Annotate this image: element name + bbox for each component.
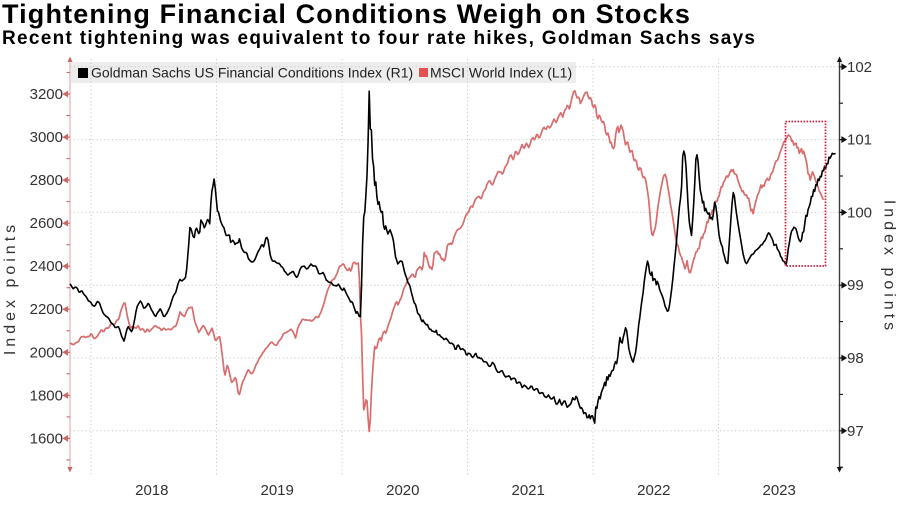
svg-text:2600: 2600 bbox=[30, 215, 63, 232]
svg-text:2200: 2200 bbox=[30, 301, 63, 318]
svg-text:3000: 3000 bbox=[30, 129, 63, 146]
svg-text:2020: 2020 bbox=[386, 482, 419, 499]
svg-text:2019: 2019 bbox=[261, 482, 294, 499]
svg-text:2000: 2000 bbox=[30, 344, 63, 361]
svg-text:2022: 2022 bbox=[637, 482, 670, 499]
svg-text:101: 101 bbox=[847, 132, 872, 149]
svg-text:MSCI World Index (L1): MSCI World Index (L1) bbox=[430, 65, 572, 81]
svg-text:1800: 1800 bbox=[30, 387, 63, 404]
svg-text:Tightening Financial Condition: Tightening Financial Conditions Weigh on… bbox=[2, 0, 691, 29]
svg-text:Index points: Index points bbox=[2, 221, 19, 355]
svg-text:3200: 3200 bbox=[30, 86, 63, 103]
svg-text:98: 98 bbox=[847, 350, 864, 367]
svg-text:97: 97 bbox=[847, 423, 864, 440]
svg-text:100: 100 bbox=[847, 204, 872, 221]
svg-text:2800: 2800 bbox=[30, 172, 63, 189]
svg-text:102: 102 bbox=[847, 59, 872, 76]
svg-text:Index points: Index points bbox=[881, 200, 898, 334]
svg-text:2021: 2021 bbox=[512, 482, 545, 499]
svg-text:Recent tightening was equivale: Recent tightening was equivalent to four… bbox=[2, 28, 756, 49]
svg-text:1600: 1600 bbox=[30, 430, 63, 447]
svg-text:2023: 2023 bbox=[763, 482, 796, 499]
svg-text:2018: 2018 bbox=[135, 482, 168, 499]
svg-text:2400: 2400 bbox=[30, 258, 63, 275]
svg-text:99: 99 bbox=[847, 277, 864, 294]
svg-text:Goldman Sachs US Financial Con: Goldman Sachs US Financial Conditions In… bbox=[91, 65, 413, 81]
